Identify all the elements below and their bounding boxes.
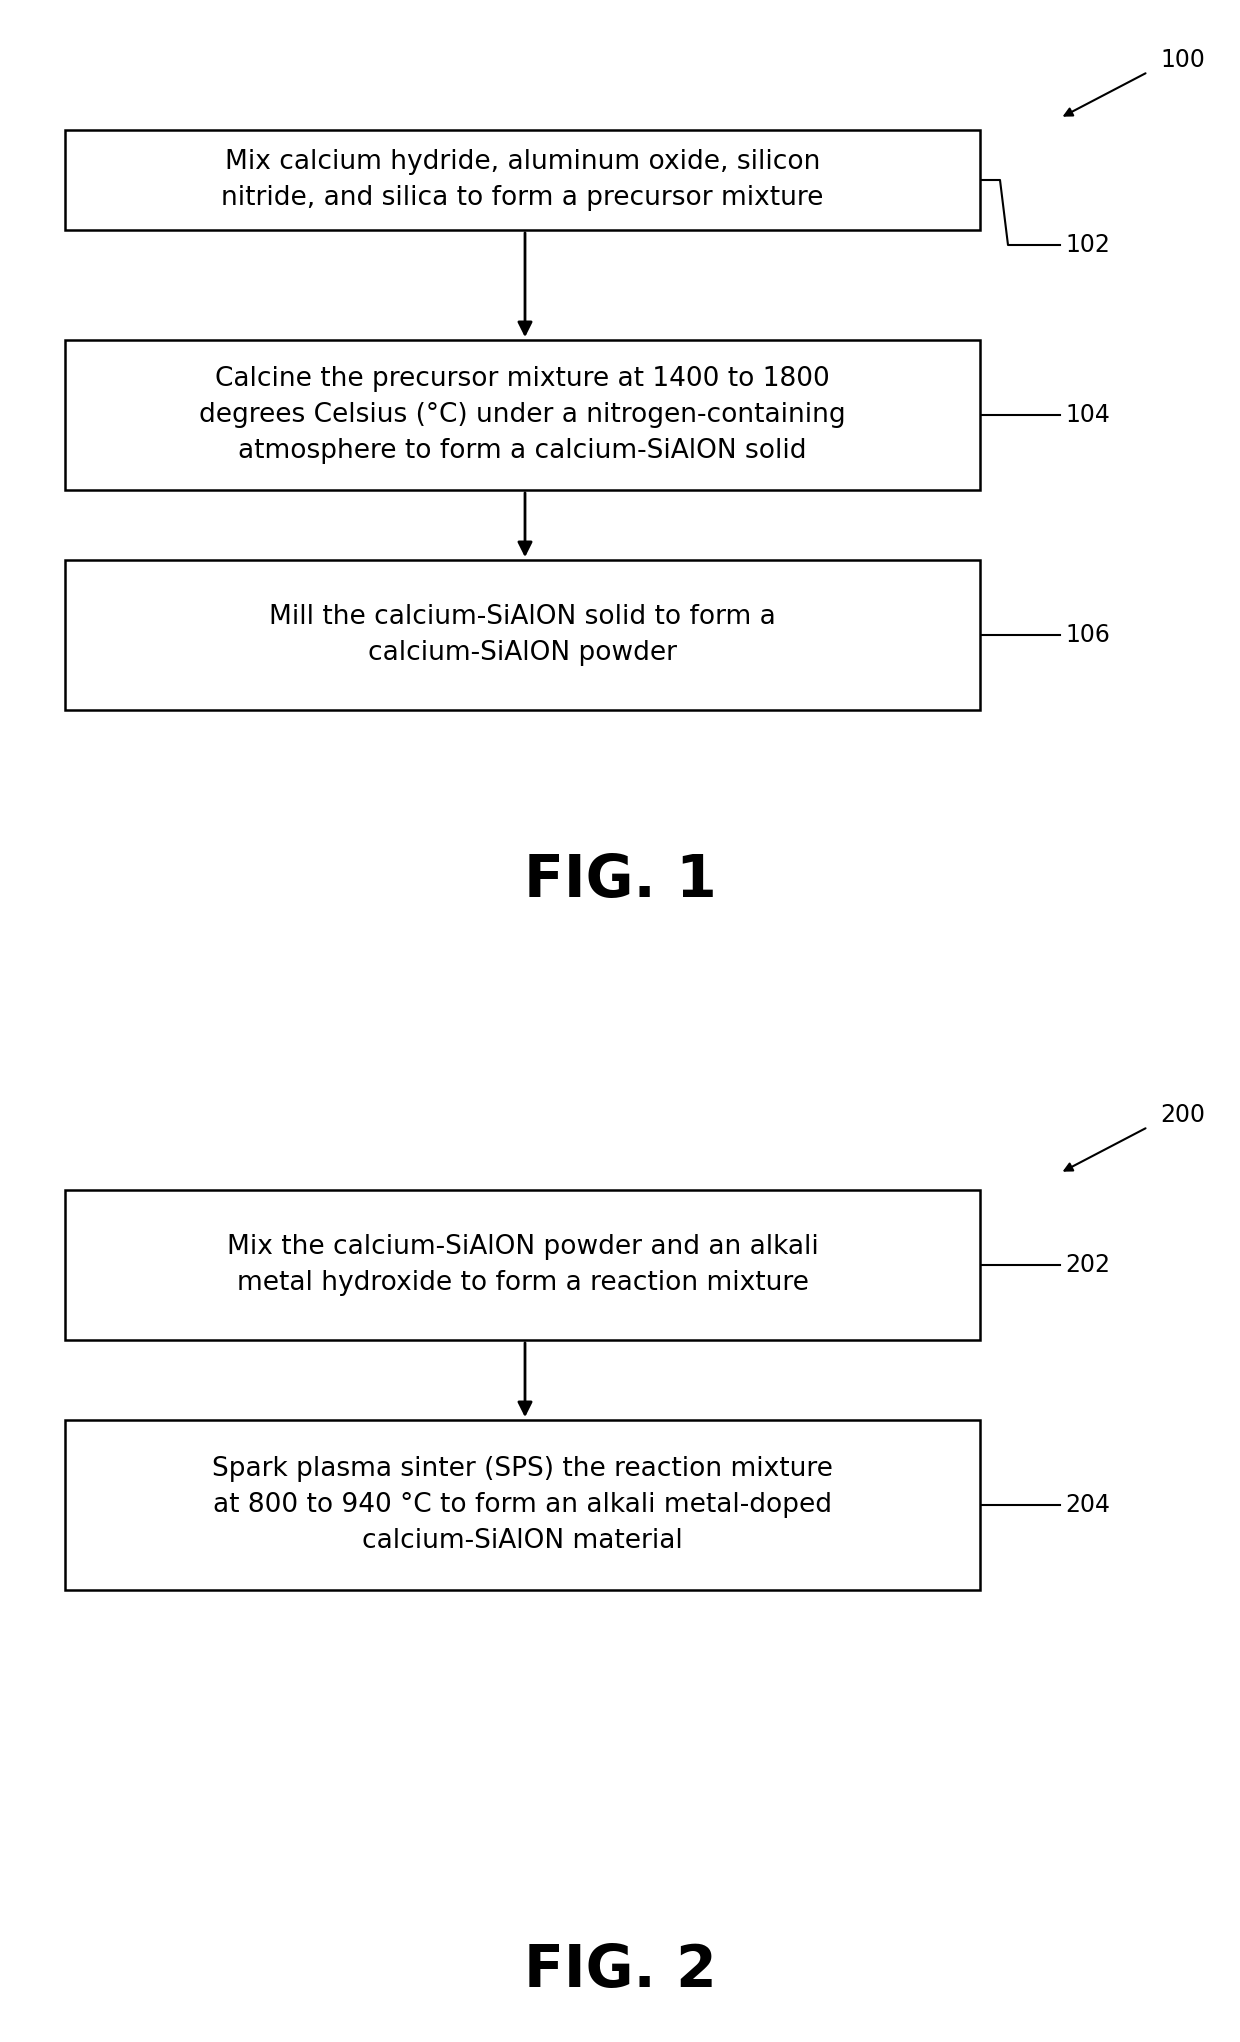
- Text: 106: 106: [1065, 623, 1110, 647]
- Text: 100: 100: [1159, 49, 1205, 71]
- Text: 202: 202: [1065, 1254, 1110, 1276]
- FancyBboxPatch shape: [64, 1190, 980, 1340]
- Text: Mill the calcium-SiAlON solid to form a
calcium-SiAlON powder: Mill the calcium-SiAlON solid to form a …: [269, 604, 776, 666]
- Text: 104: 104: [1065, 402, 1110, 427]
- FancyBboxPatch shape: [64, 1419, 980, 1591]
- Text: 200: 200: [1159, 1103, 1205, 1127]
- Text: 102: 102: [1065, 233, 1110, 257]
- Text: Spark plasma sinter (SPS) the reaction mixture
at 800 to 940 °C to form an alkal: Spark plasma sinter (SPS) the reaction m…: [212, 1456, 833, 1554]
- FancyBboxPatch shape: [64, 131, 980, 231]
- FancyBboxPatch shape: [64, 560, 980, 711]
- Text: Calcine the precursor mixture at 1400 to 1800
degrees Celsius (°C) under a nitro: Calcine the precursor mixture at 1400 to…: [200, 366, 846, 464]
- Text: 204: 204: [1065, 1493, 1110, 1517]
- FancyBboxPatch shape: [64, 341, 980, 490]
- Text: FIG. 2: FIG. 2: [523, 1942, 717, 1999]
- Text: Mix the calcium-SiAlON powder and an alkali
metal hydroxide to form a reaction m: Mix the calcium-SiAlON powder and an alk…: [227, 1233, 818, 1297]
- Text: FIG. 1: FIG. 1: [523, 852, 717, 909]
- Text: Mix calcium hydride, aluminum oxide, silicon
nitride, and silica to form a precu: Mix calcium hydride, aluminum oxide, sil…: [221, 149, 823, 210]
